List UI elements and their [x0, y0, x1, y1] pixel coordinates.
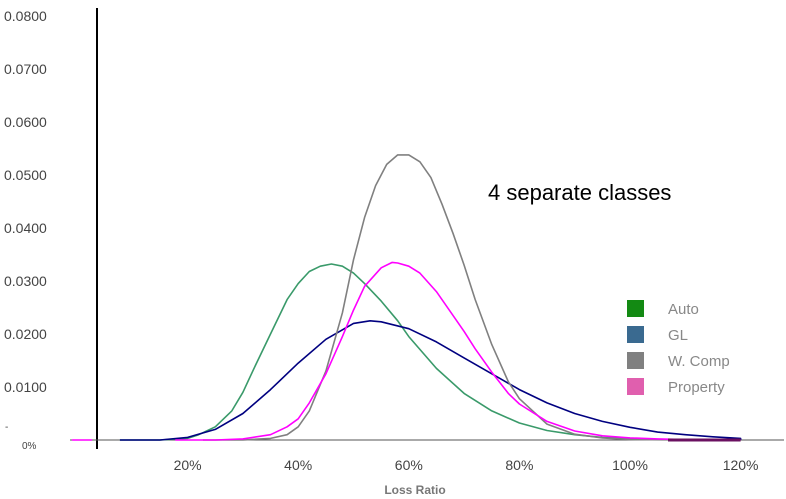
y-tick-label: 0.0700 [4, 61, 47, 77]
x-tick-label: 80% [505, 457, 533, 473]
series-line-gl [119, 320, 742, 441]
y-tick-label: 0.0600 [4, 114, 47, 130]
legend-swatch [627, 352, 644, 369]
legend-label: GL [668, 327, 688, 344]
legend-label: Auto [668, 301, 699, 318]
y-tick-label: 0.0200 [4, 326, 47, 342]
x-tick-labels: 20% 40% 60% 80% 100% 120% [174, 457, 759, 473]
y-zero-label: 0% [22, 441, 37, 452]
x-tick-label: 20% [174, 457, 202, 473]
legend: Auto GL W. Comp Property [627, 300, 730, 396]
x-tick-label: 40% [284, 457, 312, 473]
y-minor-label: - [5, 422, 8, 433]
y-tick-labels: 0.0100 0.0200 0.0300 0.0400 0.0500 0.0600 0.07… [4, 8, 47, 452]
y-tick-label: 0.0400 [4, 220, 47, 236]
series-line-property [175, 261, 741, 441]
x-axis-label: Loss Ratio [384, 483, 445, 497]
series-lines [72, 154, 742, 442]
legend-swatch [627, 378, 644, 395]
legend-label: Property [668, 379, 725, 396]
y-tick-label: 0.0100 [4, 379, 47, 395]
x-tick-label: 60% [395, 457, 423, 473]
y-tick-label: 0.0500 [4, 167, 47, 183]
y-tick-label: 0.0300 [4, 273, 47, 289]
x-tick-label: 120% [723, 457, 759, 473]
y-tick-label: 0.0800 [4, 8, 47, 24]
chart-annotation: 4 separate classes [488, 180, 671, 205]
legend-swatch [627, 326, 644, 343]
series-line-w-comp [202, 154, 741, 441]
series-line-auto [119, 263, 741, 441]
legend-swatch [627, 300, 644, 317]
x-tick-label: 100% [612, 457, 648, 473]
legend-label: W. Comp [668, 353, 730, 370]
